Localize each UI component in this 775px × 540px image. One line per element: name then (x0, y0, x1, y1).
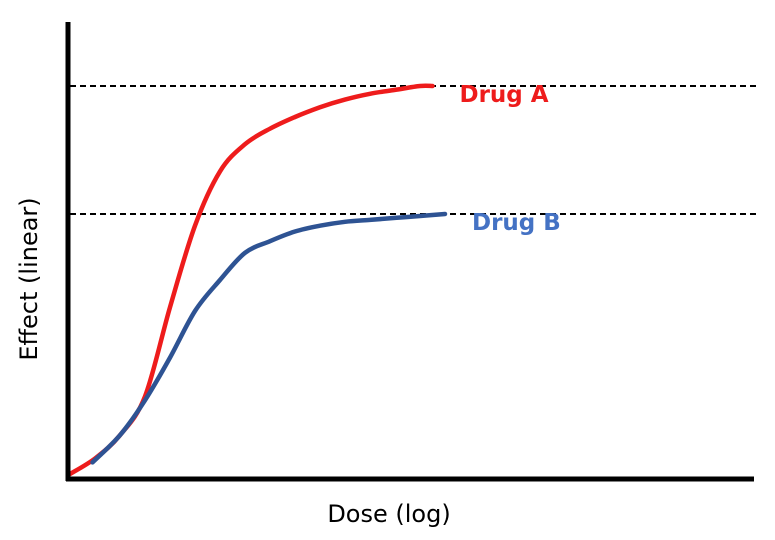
x-axis-title: Dose (log) (327, 500, 450, 528)
y-axis-title: Effect (linear) (15, 197, 43, 360)
series-layer (67, 83, 448, 477)
series-label-drug-b: Drug B (472, 210, 561, 236)
series-label-drug-a: Drug A (460, 82, 549, 108)
series-line-drug-a (67, 83, 435, 477)
series-labels: Drug A Drug B (460, 82, 561, 236)
series-line-drug-b (90, 211, 448, 465)
reference-lines (70, 85, 757, 216)
